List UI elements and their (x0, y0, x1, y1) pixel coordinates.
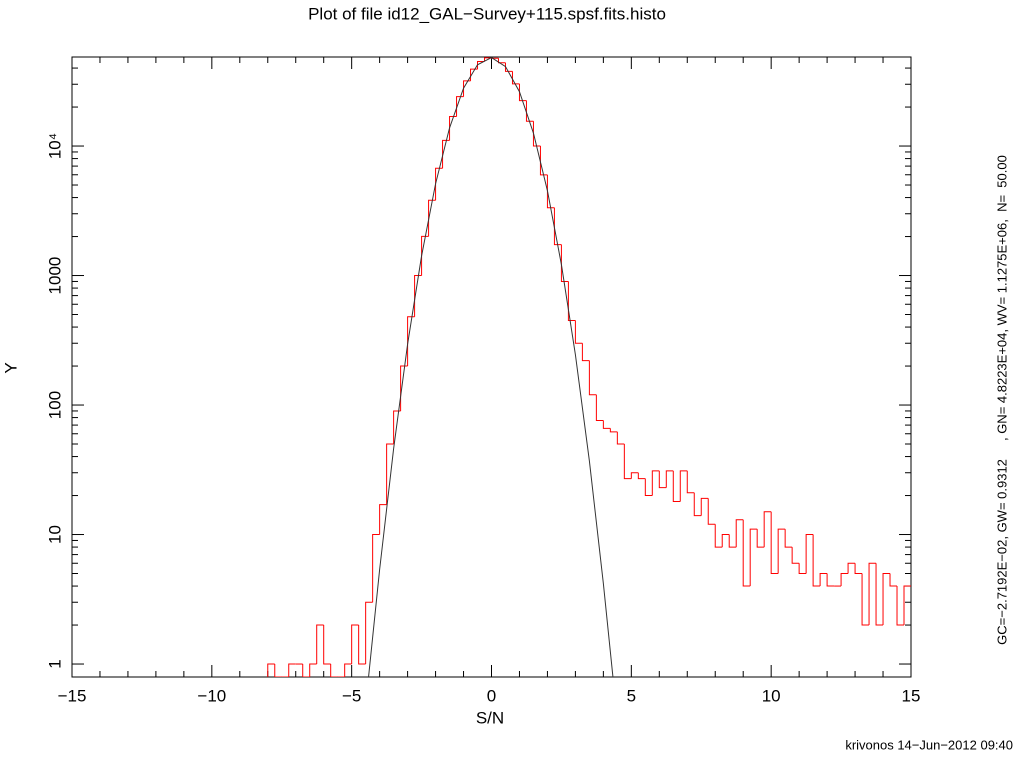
histogram-step (443, 140, 450, 168)
plot-frame (72, 57, 911, 677)
histogram-step (792, 547, 799, 563)
histogram-step (708, 498, 715, 524)
histogram-step (701, 498, 708, 515)
histogram-step (429, 200, 436, 236)
histogram-step (729, 535, 736, 548)
histogram-step (890, 574, 897, 587)
histogram-step (666, 471, 673, 488)
histogram-step (673, 471, 680, 502)
x-tick-label: 10 (762, 686, 781, 705)
histogram-step (589, 361, 596, 395)
y-axis-label: Y (1, 362, 20, 373)
histogram-step (450, 116, 457, 140)
y-tick-label: 1 (45, 659, 64, 668)
histogram-step (848, 563, 855, 573)
x-tick-label: −5 (342, 686, 361, 705)
histogram-step (638, 473, 645, 479)
histogram-step (547, 175, 554, 208)
histogram-step (862, 574, 869, 626)
histogram-step (778, 529, 785, 573)
histogram-step (303, 664, 310, 677)
histogram-step (743, 520, 750, 586)
histogram-step (764, 512, 771, 547)
histogram-step (540, 146, 547, 175)
x-tick-label: 15 (902, 686, 921, 705)
histogram-step (359, 625, 366, 664)
histogram-step (771, 512, 778, 574)
histogram-step (820, 574, 827, 587)
histogram-step (659, 471, 666, 488)
histogram-step (799, 563, 806, 573)
histogram-step (883, 574, 890, 626)
histogram-step (617, 432, 624, 444)
histogram-step (827, 574, 834, 587)
histogram-step (855, 563, 862, 573)
histogram-step (904, 586, 911, 625)
histogram-step (694, 493, 701, 516)
chart-title: Plot of file id12_GAL−Survey+115.spsf.fi… (308, 4, 666, 23)
histogram-step (603, 420, 610, 428)
histogram-step (526, 101, 533, 122)
histogram-step (373, 535, 380, 603)
histogram-step (345, 664, 352, 677)
histogram-step (561, 245, 568, 282)
plot-layer (268, 58, 911, 693)
histogram-step (533, 121, 540, 146)
histogram-step (366, 602, 373, 664)
histogram-step (352, 625, 359, 664)
histogram-step (897, 586, 904, 625)
histogram-step (387, 444, 394, 505)
histogram-step (722, 535, 729, 548)
x-tick-label: −10 (197, 686, 226, 705)
histogram-step (596, 395, 603, 421)
histogram-step (687, 471, 694, 493)
histogram-step (436, 168, 443, 200)
histogram-step (876, 563, 883, 625)
histogram-step (519, 84, 526, 101)
y-tick-label: 100 (45, 391, 64, 419)
histogram-step (869, 563, 876, 625)
histogram-step (575, 320, 582, 343)
histogram-step (268, 664, 275, 677)
histogram-step (289, 664, 296, 677)
histogram-step (317, 625, 324, 664)
histogram-step (841, 574, 848, 587)
x-tick-label: −15 (58, 686, 87, 705)
histogram-step (631, 473, 638, 479)
y-tick-label: 10⁴ (45, 133, 64, 159)
histogram-step (645, 479, 652, 496)
histogram-step (652, 471, 659, 496)
histogram-step (715, 524, 722, 547)
histogram-step (610, 428, 617, 432)
histogram-step (806, 535, 813, 574)
histogram-step (813, 535, 820, 587)
histogram-step (624, 444, 631, 479)
histogram-step (310, 664, 317, 677)
histogram-step (498, 58, 505, 63)
histogram-step (505, 63, 512, 72)
histogram-step (422, 236, 429, 275)
y-tick-label: 1000 (45, 257, 64, 295)
histogram-step (331, 664, 338, 677)
histogram-step (554, 208, 561, 245)
histogram-step (680, 471, 687, 502)
x-axis-label: S/N (476, 708, 504, 727)
y-tick-label: 10 (45, 525, 64, 544)
fit-curve (368, 58, 614, 693)
histogram-step (736, 520, 743, 547)
histogram-step (750, 529, 757, 586)
histogram-step (785, 529, 792, 547)
x-tick-label: 5 (627, 686, 636, 705)
x-tick-label: 0 (487, 686, 496, 705)
histogram-step (275, 664, 282, 677)
histogram-step (582, 343, 589, 360)
footer-note: krivonos 14−Jun−2012 09:40 (845, 737, 1013, 752)
histogram-step (324, 625, 331, 664)
histogram-step (757, 529, 764, 547)
fit-parameters: GC=−2.7192E−02, GW= 0.9312 , GN= 4.8223E… (994, 155, 1009, 645)
